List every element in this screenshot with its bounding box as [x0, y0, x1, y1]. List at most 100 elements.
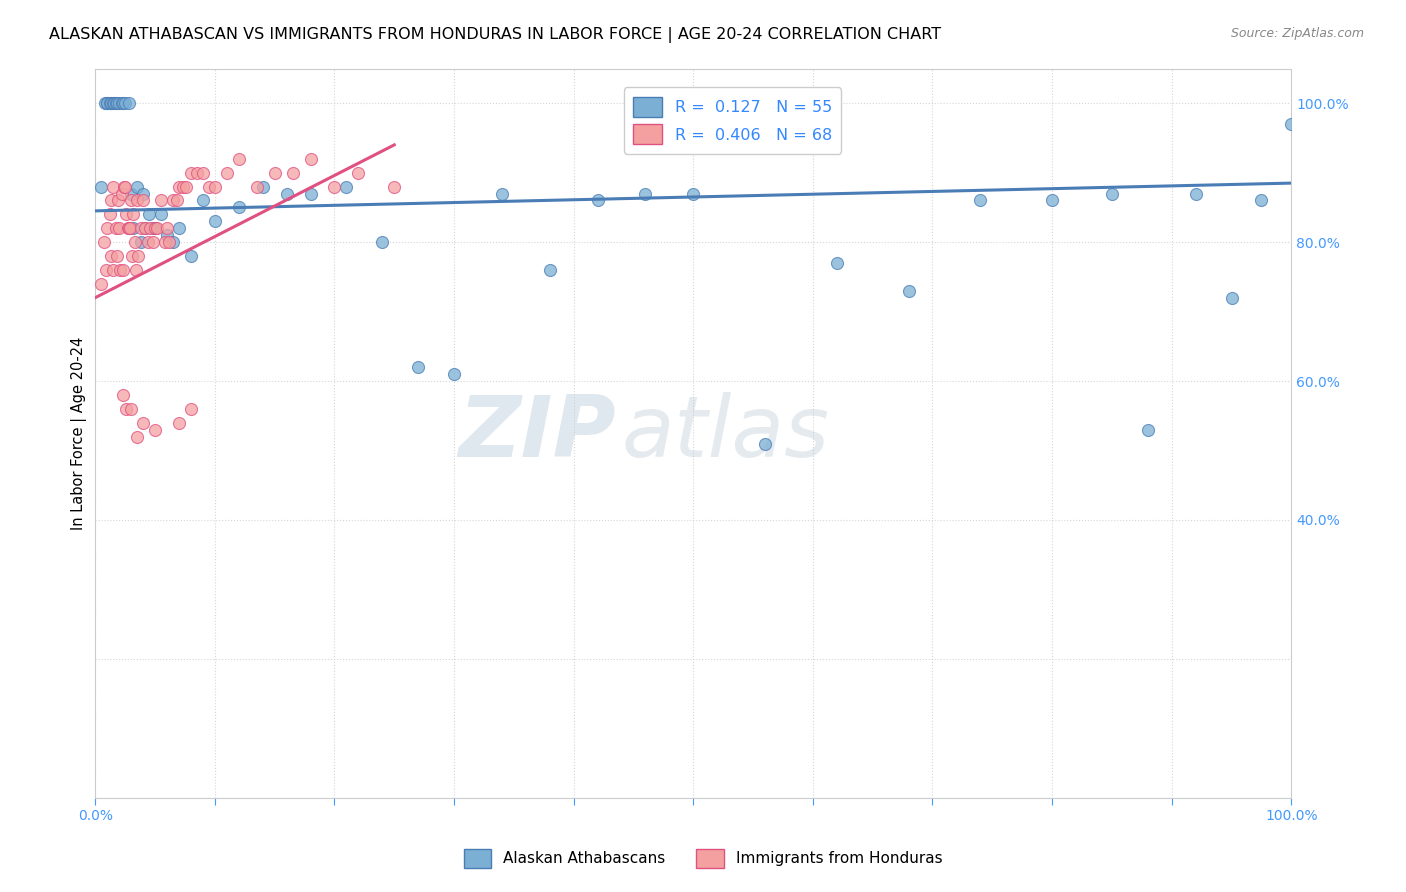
- Point: [108, 221, 131, 235]
- Point: [90, 179, 112, 194]
- Legend: R =  0.127   N = 55, R =  0.406   N = 68: R = 0.127 N = 55, R = 0.406 N = 68: [623, 87, 841, 153]
- Text: Source: ZipAtlas.com: Source: ZipAtlas.com: [1230, 27, 1364, 40]
- Point: [143, 423, 166, 437]
- Point: [120, 401, 142, 416]
- Point: [299, 186, 322, 201]
- Point: [124, 235, 146, 249]
- Point: [1040, 194, 1063, 208]
- Point: [107, 194, 129, 208]
- Point: [538, 263, 561, 277]
- Text: ALASKAN ATHABASCAN VS IMMIGRANTS FROM HONDURAS IN LABOR FORCE | AGE 20-24 CORREL: ALASKAN ATHABASCAN VS IMMIGRANTS FROM HO…: [49, 27, 942, 43]
- Point: [115, 401, 138, 416]
- Point: [111, 263, 134, 277]
- Point: [120, 194, 142, 208]
- Point: [156, 228, 179, 243]
- Point: [228, 152, 250, 166]
- Point: [142, 235, 165, 249]
- Point: [167, 416, 190, 430]
- Point: [1250, 194, 1272, 208]
- Point: [186, 166, 208, 180]
- Point: [110, 263, 132, 277]
- Point: [969, 194, 991, 208]
- Point: [117, 221, 139, 235]
- Point: [263, 166, 285, 180]
- Point: [105, 96, 128, 111]
- Point: [682, 186, 704, 201]
- Point: [162, 235, 184, 249]
- Point: [101, 96, 124, 111]
- Point: [96, 221, 118, 235]
- Point: [157, 235, 180, 249]
- Point: [180, 401, 202, 416]
- Point: [150, 194, 173, 208]
- Point: [136, 235, 159, 249]
- Point: [110, 96, 132, 111]
- Point: [204, 214, 226, 228]
- Point: [252, 179, 274, 194]
- Point: [114, 96, 136, 111]
- Point: [1279, 117, 1302, 131]
- Point: [156, 221, 179, 235]
- Point: [1136, 423, 1159, 437]
- Point: [121, 249, 143, 263]
- Point: [132, 416, 155, 430]
- Point: [443, 367, 465, 381]
- Point: [90, 277, 112, 291]
- Point: [153, 235, 176, 249]
- Point: [754, 436, 776, 450]
- Point: [112, 179, 135, 194]
- Point: [323, 179, 346, 194]
- Point: [100, 96, 122, 111]
- Point: [146, 221, 169, 235]
- Text: atlas: atlas: [621, 392, 830, 475]
- Point: [180, 166, 202, 180]
- Point: [204, 179, 226, 194]
- Point: [215, 166, 238, 180]
- Point: [105, 249, 128, 263]
- Point: [276, 186, 298, 201]
- Point: [191, 166, 214, 180]
- Point: [180, 249, 202, 263]
- Point: [167, 179, 190, 194]
- Point: [142, 221, 165, 235]
- Point: [134, 221, 156, 235]
- Point: [172, 179, 194, 194]
- Point: [125, 194, 148, 208]
- Point: [100, 194, 122, 208]
- Point: [1184, 186, 1206, 201]
- Point: [115, 207, 138, 221]
- Point: [118, 221, 141, 235]
- Point: [1101, 186, 1123, 201]
- Text: ZIP: ZIP: [458, 392, 616, 475]
- Point: [100, 249, 122, 263]
- Point: [1220, 291, 1243, 305]
- Point: [134, 221, 156, 235]
- Point: [191, 194, 214, 208]
- Point: [143, 221, 166, 235]
- Point: [162, 194, 184, 208]
- Point: [104, 96, 127, 111]
- Point: [132, 186, 155, 201]
- Point: [634, 186, 657, 201]
- Point: [111, 388, 134, 402]
- Point: [198, 179, 221, 194]
- Point: [127, 249, 149, 263]
- Point: [897, 284, 920, 298]
- Point: [101, 263, 124, 277]
- Point: [129, 221, 152, 235]
- Point: [120, 186, 142, 201]
- Point: [94, 96, 117, 111]
- Point: [150, 207, 173, 221]
- Point: [143, 221, 166, 235]
- Point: [125, 429, 148, 443]
- Point: [299, 152, 322, 166]
- Point: [281, 166, 304, 180]
- Point: [347, 166, 370, 180]
- Point: [138, 207, 160, 221]
- Point: [586, 194, 609, 208]
- Point: [96, 96, 118, 111]
- Point: [132, 194, 155, 208]
- Point: [167, 221, 190, 235]
- Point: [125, 263, 148, 277]
- Point: [335, 179, 357, 194]
